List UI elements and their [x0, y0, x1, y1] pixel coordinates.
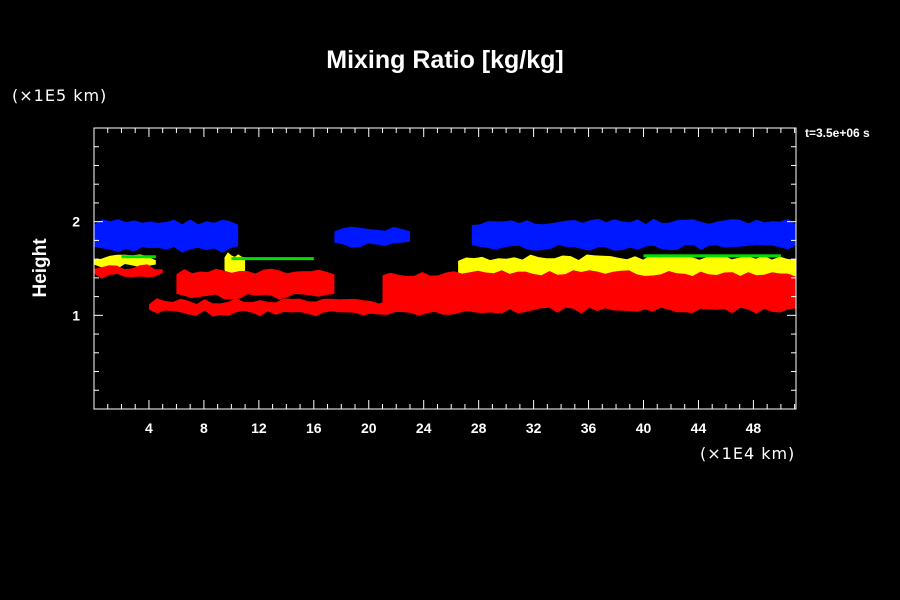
y-tick-label: 2	[72, 214, 80, 230]
x-tick-label: 48	[746, 420, 762, 436]
y-tick-label: 1	[72, 307, 80, 323]
field-region-level_low	[176, 268, 335, 300]
field-region-level_high	[94, 219, 239, 253]
field-edge-band	[643, 254, 781, 258]
x-tick-label: 20	[361, 420, 377, 436]
x-tick-label: 16	[306, 420, 322, 436]
field-region-level_high	[471, 218, 796, 251]
x-tick-label: 28	[471, 420, 487, 436]
x-tick-label: 44	[691, 420, 707, 436]
field-edge-band	[121, 255, 156, 259]
x-tick-label: 36	[581, 420, 597, 436]
axis-ticks	[94, 128, 796, 409]
field-region-level_low	[94, 264, 163, 279]
field-region-level_low	[382, 270, 796, 314]
axes-frame	[93, 127, 797, 410]
mixing-ratio-field	[94, 218, 796, 317]
field-edge-band	[231, 257, 314, 261]
chart-title: Mixing Ratio [kg/kg]	[326, 46, 564, 74]
x-tick-label: 40	[636, 420, 652, 436]
field-region-level_high	[334, 226, 410, 248]
time-stamp-label: t=3.5e+06 s	[805, 126, 870, 140]
x-tick-label: 32	[526, 420, 542, 436]
x-tick-label: 8	[200, 420, 208, 436]
x-tick-label: 24	[416, 420, 432, 436]
x-tick-label: 12	[251, 420, 267, 436]
x-axis-unit-label: (×1E4 km)	[700, 444, 796, 463]
y-axis-unit-label: (×1E5 km)	[12, 86, 108, 105]
x-tick-label: 4	[145, 420, 153, 436]
